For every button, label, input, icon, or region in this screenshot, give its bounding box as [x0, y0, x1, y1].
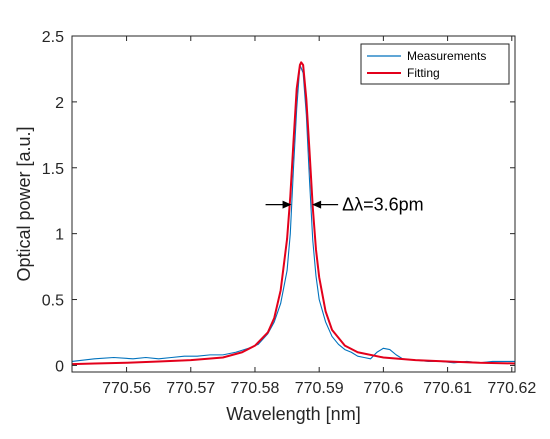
annotation-arrow-right-head [312, 200, 322, 209]
series-layer [71, 61, 516, 366]
x-tick-label: 770.62 [487, 380, 536, 397]
y-axis-label: Optical power [a.u.] [14, 126, 34, 281]
x-tick-label: 770.6 [363, 380, 403, 397]
annotation-layer: Δλ=3.6pm [265, 195, 424, 215]
y-tick-label: 1.5 [42, 161, 64, 178]
series-line-fitting [71, 61, 516, 366]
x-tick-label: 770.61 [423, 380, 472, 397]
x-tick-label: 770.58 [231, 380, 280, 397]
y-tick-label: 1 [55, 227, 64, 244]
y-tick-label: 0.5 [42, 293, 64, 310]
legend-box [360, 43, 510, 85]
linewidth-annotation: Δλ=3.6pm [342, 195, 424, 215]
axes-layer: 770.56 770.57 770.58 770.59 770.6 770.61 770.6… [42, 29, 537, 397]
annotation-arrow-left-head [282, 200, 292, 209]
x-tick-label: 770.59 [295, 380, 344, 397]
x-axis-label: Wavelength [nm] [226, 404, 360, 424]
x-tick-label: 770.56 [102, 380, 151, 397]
y-tick-label: 2 [55, 95, 64, 112]
y-tick-label: 2.5 [42, 29, 64, 46]
legend: Measurements Fitting [360, 43, 510, 85]
legend-label-measurements: Measurements [407, 49, 486, 63]
y-tick-label: 0 [55, 358, 64, 375]
plot-frame [71, 35, 516, 373]
x-tick-label: 770.57 [166, 380, 215, 397]
legend-label-fitting: Fitting [407, 66, 440, 80]
